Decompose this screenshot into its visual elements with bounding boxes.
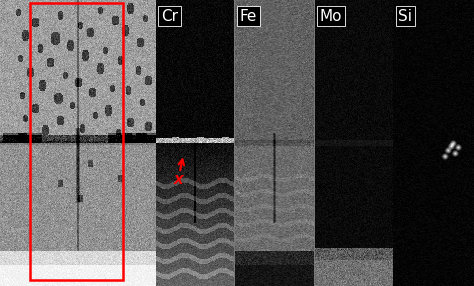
Text: X: X xyxy=(173,174,183,187)
Text: Mo: Mo xyxy=(319,9,342,23)
Text: Cr: Cr xyxy=(161,9,178,23)
Text: Si: Si xyxy=(398,9,412,23)
Bar xyxy=(29,3,123,280)
Text: Fe: Fe xyxy=(240,9,257,23)
